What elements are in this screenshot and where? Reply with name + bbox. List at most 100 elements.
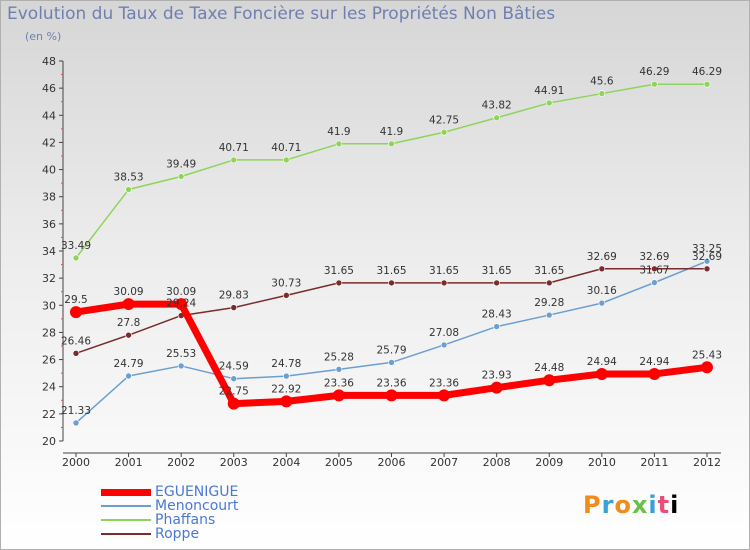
data-point — [703, 257, 711, 265]
data-point — [598, 265, 606, 273]
data-point — [440, 279, 448, 287]
data-label: 31.65 — [482, 265, 512, 277]
data-label: 25.43 — [692, 349, 722, 361]
x-tick-label: 2008 — [483, 456, 511, 469]
x-tick-label: 2005 — [325, 456, 353, 469]
data-label: 41.9 — [327, 126, 350, 138]
data-point — [125, 331, 132, 339]
y-tick-label: 38 — [42, 191, 56, 204]
data-label: 28.43 — [482, 309, 512, 321]
data-label: 40.71 — [219, 142, 249, 154]
data-point — [388, 359, 395, 366]
data-point — [230, 156, 238, 164]
y-tick-label: 42 — [42, 136, 56, 149]
x-tick-label: 2001 — [115, 456, 143, 469]
data-point — [335, 366, 343, 373]
data-label: 23.93 — [482, 370, 512, 382]
data-label: 24.94 — [639, 356, 669, 368]
data-label: 39.49 — [166, 158, 196, 170]
data-point — [283, 292, 290, 299]
data-label: 46.29 — [639, 66, 669, 78]
data-label: 25.53 — [166, 348, 196, 360]
data-point — [703, 265, 711, 273]
data-point — [493, 279, 500, 287]
data-point — [545, 311, 553, 319]
legend-label: Phaffans — [155, 511, 216, 528]
legend-swatch — [101, 505, 151, 507]
data-point — [545, 99, 553, 107]
data-label: 30.09 — [114, 286, 144, 298]
data-point — [227, 397, 240, 410]
data-point — [440, 341, 448, 349]
data-point — [72, 350, 80, 357]
data-point — [283, 372, 290, 380]
data-point — [125, 372, 132, 380]
data-point — [651, 265, 658, 273]
data-label: 33.49 — [61, 240, 91, 252]
data-point — [440, 128, 448, 136]
data-point — [703, 80, 711, 88]
data-point — [335, 140, 343, 148]
data-label: 22.92 — [271, 383, 301, 395]
x-tick-label: 2002 — [167, 456, 195, 469]
data-point — [648, 367, 661, 380]
data-label: 41.9 — [380, 126, 403, 138]
data-label: 42.75 — [429, 114, 459, 126]
data-label: 45.6 — [590, 76, 614, 88]
data-point — [490, 381, 503, 394]
data-label: 23.36 — [324, 377, 354, 389]
data-label: 40.71 — [271, 142, 301, 154]
data-point — [385, 389, 398, 402]
data-point — [438, 389, 451, 402]
y-tick-label: 28 — [42, 326, 56, 339]
legend-swatch — [101, 488, 151, 496]
data-label: 30.09 — [166, 286, 196, 298]
data-label: 44.91 — [534, 85, 564, 97]
x-tick-label: 2000 — [62, 456, 90, 469]
data-point — [651, 279, 658, 286]
data-point — [543, 374, 556, 387]
data-label: 32.69 — [587, 251, 617, 263]
data-point — [283, 156, 290, 164]
data-label: 24.48 — [534, 362, 564, 374]
legend-item: Menoncourt — [101, 498, 238, 513]
legend-label: Roppe — [155, 525, 200, 542]
data-point — [230, 304, 238, 311]
data-point — [493, 323, 500, 330]
data-point — [388, 279, 395, 287]
data-point — [177, 362, 185, 370]
data-label: 31.65 — [324, 265, 354, 277]
data-label: 26.46 — [61, 335, 91, 347]
data-point — [280, 395, 293, 408]
data-label: 31.65 — [534, 265, 564, 277]
data-label: 24.94 — [587, 356, 617, 368]
data-point — [335, 279, 343, 287]
y-tick-label: 32 — [42, 272, 56, 285]
data-point — [598, 299, 606, 307]
x-tick-label: 2006 — [378, 456, 406, 469]
data-point — [332, 389, 345, 402]
data-label: 33.25 — [692, 243, 722, 255]
y-tick-label: 48 — [42, 55, 56, 68]
data-label: 31.67 — [639, 265, 669, 277]
data-label: 32.69 — [639, 251, 669, 263]
y-tick-label: 34 — [42, 245, 56, 258]
data-point — [230, 375, 238, 383]
y-tick-label: 26 — [42, 354, 56, 367]
data-label: 24.78 — [271, 358, 301, 370]
x-tick-label: 2007 — [430, 456, 458, 469]
y-tick-label: 44 — [42, 109, 56, 122]
x-tick-label: 2011 — [640, 456, 668, 469]
y-tick-label: 46 — [42, 82, 56, 95]
data-label: 27.8 — [117, 317, 140, 329]
data-label: 25.79 — [376, 344, 406, 356]
unit-label: (en %) — [25, 30, 62, 43]
data-label: 27.08 — [429, 327, 459, 339]
series-line-phaffans — [75, 83, 707, 259]
data-label: 29.28 — [534, 297, 564, 309]
proxiti-logo: Proxiti — [583, 491, 680, 519]
data-label: 25.28 — [324, 351, 354, 363]
x-tick-label: 2012 — [693, 456, 721, 469]
data-label: 30.16 — [587, 285, 617, 297]
